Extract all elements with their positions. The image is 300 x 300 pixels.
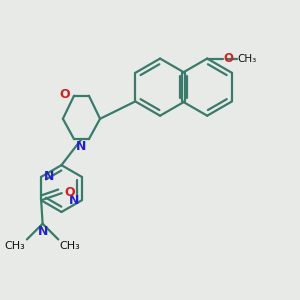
Text: O: O xyxy=(224,52,234,65)
Text: N: N xyxy=(76,140,87,153)
Text: CH₃: CH₃ xyxy=(5,241,26,251)
Text: N: N xyxy=(44,169,54,182)
Text: N: N xyxy=(69,194,79,207)
Text: CH₃: CH₃ xyxy=(60,241,80,251)
Text: CH₃: CH₃ xyxy=(237,54,256,64)
Text: O: O xyxy=(64,186,75,199)
Text: N: N xyxy=(38,225,48,238)
Text: O: O xyxy=(59,88,70,101)
